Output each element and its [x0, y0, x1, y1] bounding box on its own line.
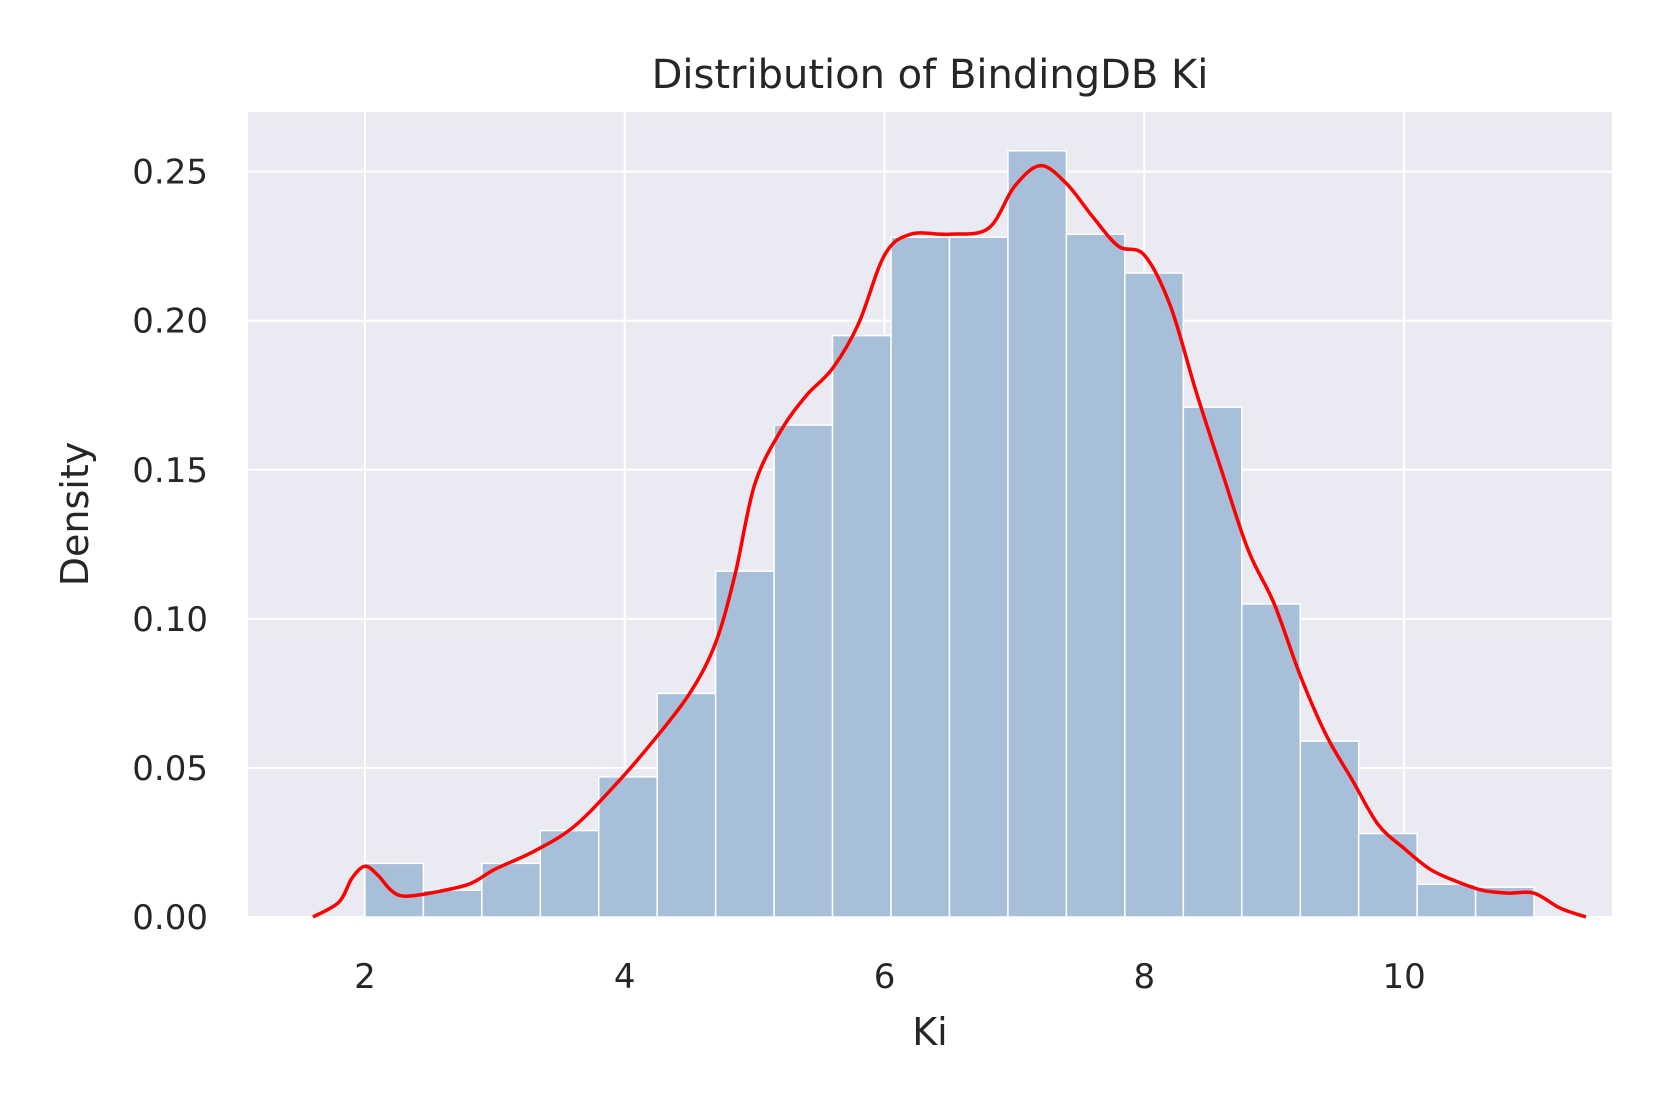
- histogram-bar: [656, 692, 717, 918]
- x-tick-label: 10: [1383, 957, 1426, 997]
- histogram-bar: [1007, 150, 1068, 918]
- histogram-bar: [1416, 883, 1477, 918]
- histogram-bar: [1357, 832, 1418, 918]
- y-tick-label: 0.10: [132, 600, 208, 640]
- histogram-bar: [890, 236, 951, 918]
- chart-title: Distribution of BindingDB Ki: [652, 52, 1209, 98]
- y-tick-label: 0.25: [132, 153, 208, 193]
- y-tick-label: 0.00: [132, 898, 208, 938]
- x-tick-label: 6: [874, 957, 896, 997]
- x-tick-label: 8: [1134, 957, 1156, 997]
- x-tick-label: 2: [354, 957, 376, 997]
- y-axis-label: Density: [53, 442, 97, 586]
- histogram-bar: [1065, 233, 1126, 918]
- histogram-bar: [1299, 740, 1360, 918]
- y-tick-label: 0.15: [132, 451, 208, 491]
- histogram-bar: [773, 424, 834, 918]
- histogram-bar: [1241, 603, 1301, 918]
- y-tick-label: 0.20: [132, 302, 208, 342]
- histogram-bar: [597, 776, 658, 918]
- x-tick-label: 4: [614, 957, 636, 997]
- x-axis-label: Ki: [912, 1010, 947, 1054]
- histogram-bar: [714, 570, 775, 918]
- y-tick-labels: 0.00 0.05 0.10 0.15 0.20 0.25: [132, 153, 208, 938]
- histogram-bar: [1124, 272, 1185, 918]
- kde-curve: [312, 163, 1587, 919]
- histogram-bar: [948, 236, 1009, 918]
- histogram-bar: [1182, 406, 1243, 918]
- y-tick-label: 0.05: [132, 749, 208, 789]
- histogram-bar: [831, 334, 892, 918]
- x-tick-labels: 2 4 6 8 10: [354, 957, 1426, 997]
